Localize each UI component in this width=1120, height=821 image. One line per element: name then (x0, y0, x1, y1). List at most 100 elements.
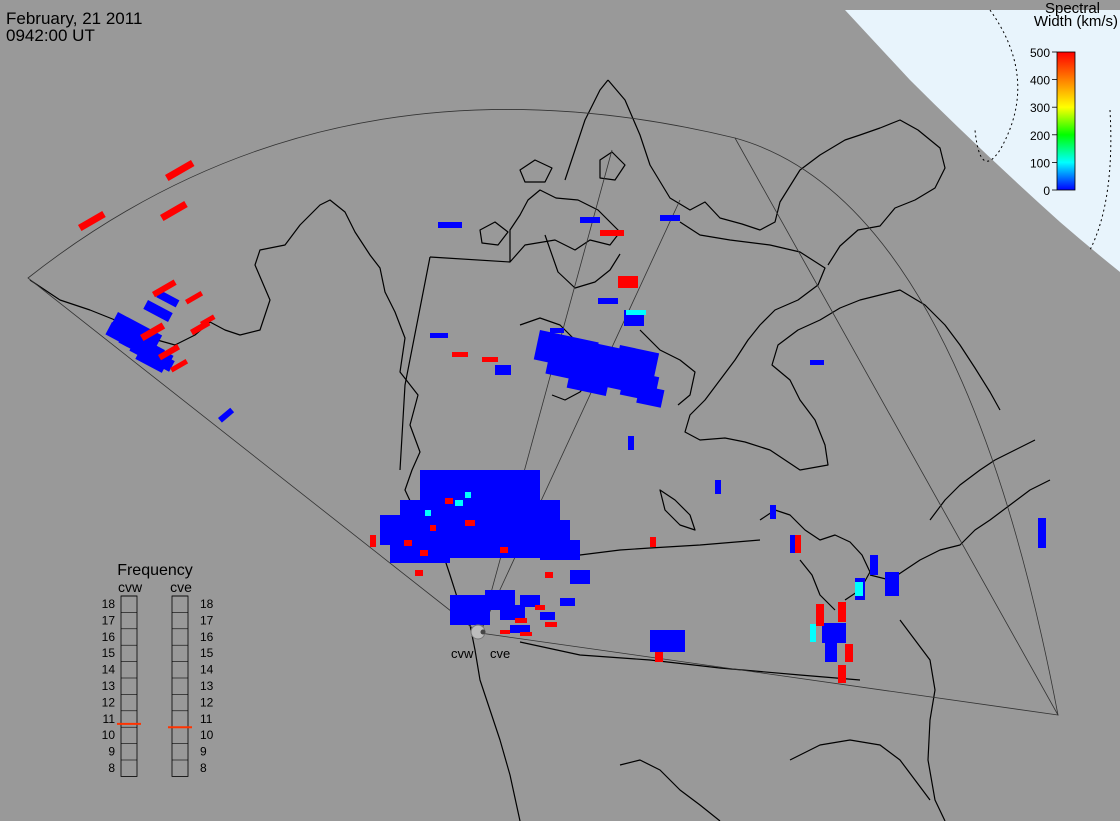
frequency-label-left: 11 (103, 712, 116, 726)
frequency-label-right: 8 (200, 761, 207, 775)
echo-cell (545, 622, 557, 627)
colorbar-title-line1: Spectral (1045, 0, 1100, 17)
frequency-label-left: 16 (102, 630, 116, 644)
echo-cell (500, 605, 525, 620)
echo-cell (455, 500, 463, 506)
echo-cell (795, 535, 801, 553)
frequency-radar-cvw: cvw (118, 579, 143, 595)
echo-cell (626, 310, 646, 315)
colorbar-tick-label: 400 (1030, 74, 1050, 88)
frequency-column (171, 595, 189, 777)
echo-cell (140, 322, 166, 342)
echo-cell (550, 328, 564, 333)
echo-cell (650, 537, 656, 547)
echo-cell (500, 500, 560, 530)
echo-cell (600, 230, 624, 236)
terminator-region (845, 10, 1120, 272)
frequency-scale: 18 18 17 17 16 16 15 15 14 14 13 13 12 12 11 11 10 10 9 9 8 8 (102, 595, 214, 777)
echo-cell (545, 572, 553, 578)
echo-cell (1038, 518, 1046, 548)
echo-cell (370, 535, 376, 547)
frequency-label-left: 10 (102, 728, 116, 742)
echo-cell (535, 605, 545, 610)
echo-cell (540, 540, 580, 560)
frequency-label-right: 9 (200, 745, 207, 759)
echo-cell (452, 352, 468, 357)
frequency-label-right: 12 (200, 695, 214, 709)
frequency-label-right: 11 (200, 712, 213, 726)
echo-cell (495, 365, 511, 375)
frequency-label-right: 16 (200, 630, 214, 644)
terminator-dotted-arc-2 (1089, 109, 1112, 251)
colorbar-tick-label: 200 (1030, 129, 1050, 143)
echo-cell (112, 312, 163, 347)
echo-cell (540, 612, 555, 620)
echo-cell (790, 535, 798, 553)
echo-cell (810, 360, 824, 365)
radar-site-dot (480, 629, 486, 635)
colorbar-tick-label: 300 (1030, 101, 1050, 115)
frequency-label-right: 15 (200, 646, 214, 660)
echo-cell (520, 632, 532, 636)
colorbar-title-line2: Width (km/s) (1034, 13, 1118, 30)
frequency-label-right: 10 (200, 728, 214, 742)
echo-cell (660, 215, 680, 221)
echo-cell (430, 333, 448, 338)
colorbar-tick-label: 0 (1043, 184, 1050, 198)
echo-cell (500, 630, 510, 634)
frequency-radar-cve: cve (170, 579, 192, 595)
echo-cell (184, 291, 204, 305)
colorbar-ticks: 500 400 300 200 100 0 (1030, 46, 1057, 198)
time-label: 0942:00 UT (6, 26, 95, 45)
frequency-label-left: 12 (102, 695, 116, 709)
colorbar-tick-label: 500 (1030, 46, 1050, 60)
backscatter-echoes (77, 160, 1046, 683)
echo-cell (465, 492, 471, 498)
frequency-label-left: 13 (102, 679, 116, 693)
echo-cell (77, 211, 106, 232)
frequency-title: Frequency (117, 562, 193, 579)
echo-cell (715, 480, 721, 494)
radar-label-cvw: cvw (451, 646, 474, 661)
echo-cell (816, 604, 824, 626)
echo-cell (165, 160, 195, 182)
echo-cell (482, 357, 498, 362)
echo-cell (855, 582, 863, 596)
echo-cell (160, 201, 188, 222)
echo-cell (425, 510, 431, 516)
echo-cell (636, 385, 665, 408)
echo-cell (845, 644, 853, 662)
coastlines (29, 79, 1051, 821)
frequency-label-right: 13 (200, 679, 214, 693)
echo-cell (158, 344, 181, 361)
frequency-label-right: 14 (200, 663, 214, 677)
echo-cell (560, 598, 575, 606)
echo-cell (450, 595, 490, 625)
echo-cell (420, 490, 520, 510)
echo-cell (580, 217, 600, 223)
echo-cell (170, 359, 189, 373)
colorbar-gradient (1056, 51, 1076, 191)
echo-cell (510, 625, 530, 633)
echo-cell (570, 570, 590, 584)
echo-cell (520, 595, 540, 607)
echo-cell (200, 314, 216, 327)
echo-cell (438, 222, 462, 228)
radar-label-cve: cve (490, 646, 510, 661)
frequency-label-left: 15 (102, 646, 116, 660)
echo-cell (618, 276, 638, 288)
frequency-label-left: 14 (102, 663, 116, 677)
echo-cell (825, 640, 837, 662)
echo-cell (628, 436, 634, 450)
echo-cell (655, 652, 663, 662)
echo-cell (152, 279, 177, 298)
radar-sites: cvw cve (451, 624, 510, 661)
echo-cell (415, 570, 423, 576)
echo-cell (838, 602, 846, 622)
frequency-label-left: 8 (108, 761, 115, 775)
echo-cell (430, 525, 436, 531)
echo-cell (500, 547, 508, 553)
echo-cell (420, 550, 428, 556)
frequency-column (120, 595, 138, 777)
